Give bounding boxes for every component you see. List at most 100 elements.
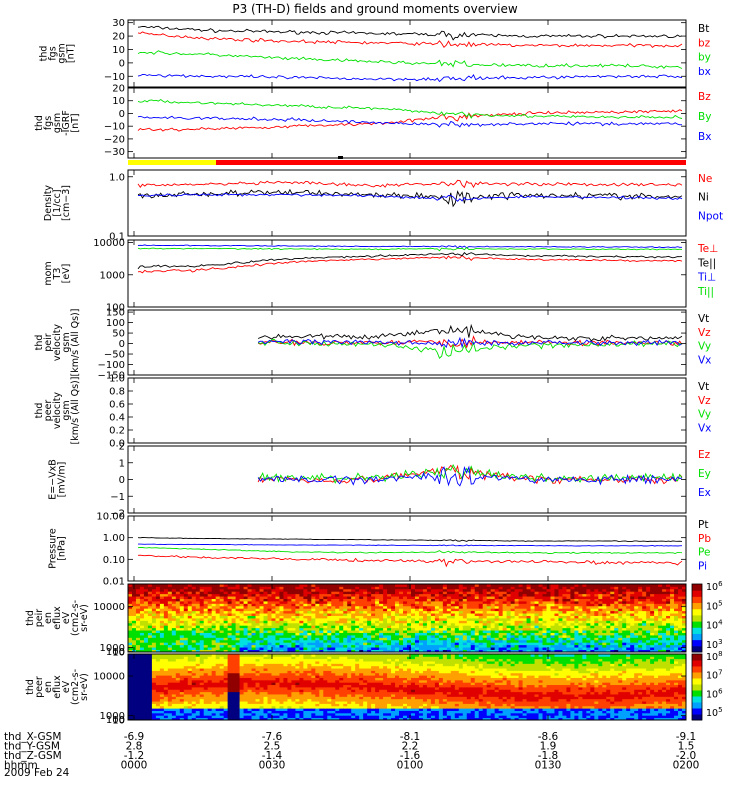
spectrogram-cell bbox=[498, 615, 504, 619]
spectrogram-cell bbox=[128, 618, 133, 621]
spectrogram-cell bbox=[674, 635, 679, 638]
spectrogram-cell bbox=[147, 608, 153, 612]
spectrogram-cell bbox=[414, 605, 420, 609]
spectrogram-cell bbox=[215, 637, 221, 641]
spectrogram-cell bbox=[383, 588, 388, 592]
spectrogram-cell bbox=[562, 603, 567, 607]
spectrogram-cell bbox=[215, 708, 221, 711]
spectrogram-cell bbox=[478, 598, 484, 602]
spectrogram-cell bbox=[203, 622, 209, 626]
spectrogram-cell bbox=[610, 586, 615, 590]
spectrogram-cell bbox=[582, 591, 587, 595]
spectrogram-cell bbox=[327, 608, 332, 612]
spectrogram-cell bbox=[462, 639, 468, 643]
spectrogram-cell bbox=[271, 605, 276, 609]
spectrogram-cell bbox=[578, 601, 583, 604]
spectrogram-cell bbox=[139, 672, 145, 676]
spectrogram-cell bbox=[331, 644, 336, 648]
spectrogram-cell bbox=[530, 601, 535, 604]
spectrogram-cell bbox=[662, 593, 667, 597]
spectrogram-cell bbox=[227, 656, 233, 660]
spectrogram-cell bbox=[458, 632, 464, 636]
spectrogram-cell bbox=[223, 632, 229, 636]
spectrogram-cell bbox=[418, 591, 424, 595]
spectrogram-cell bbox=[379, 596, 384, 599]
spectrogram-cell bbox=[502, 649, 508, 653]
spectrogram-cell bbox=[383, 642, 388, 646]
spectrogram-cell bbox=[506, 608, 512, 612]
spectrogram-cell bbox=[566, 644, 571, 648]
spectrogram-cell bbox=[251, 630, 256, 633]
spectrogram-cell bbox=[163, 586, 169, 590]
spectrogram-cell bbox=[434, 601, 440, 604]
spectrogram-cell bbox=[295, 627, 300, 631]
spectrogram-cell bbox=[379, 615, 384, 619]
spectrogram-cell bbox=[307, 591, 312, 595]
spectrogram-cell bbox=[446, 630, 452, 633]
spectrogram-cell bbox=[526, 603, 531, 607]
spectrogram-cell bbox=[143, 625, 149, 629]
spectrogram-cell bbox=[215, 593, 221, 597]
spectrogram-cell bbox=[470, 637, 476, 641]
spectrogram-cell bbox=[554, 649, 559, 653]
spectrogram-cell bbox=[410, 639, 416, 643]
spectrogram-cell bbox=[626, 596, 631, 599]
spectrogram-cell bbox=[235, 649, 240, 653]
spectrogram-cell bbox=[311, 618, 316, 621]
series-line-Vt bbox=[257, 323, 683, 342]
spectrogram-cell bbox=[654, 586, 659, 590]
spectrogram-cell bbox=[578, 588, 583, 592]
spectrogram-cell bbox=[199, 679, 205, 683]
spectrogram-cell bbox=[151, 615, 157, 619]
spectrogram-cell bbox=[610, 627, 615, 631]
spectrogram-cell bbox=[594, 584, 599, 587]
spectrogram-cell bbox=[522, 618, 527, 621]
spectrogram-cell bbox=[319, 639, 324, 643]
spectrogram-cell bbox=[359, 591, 364, 595]
spectrogram-cell bbox=[303, 618, 308, 621]
spectrogram-cell bbox=[674, 584, 679, 587]
spectrogram-cell bbox=[391, 618, 396, 621]
spectrogram-cell bbox=[167, 698, 173, 702]
spectrogram-cell bbox=[482, 608, 488, 612]
spectrogram-cell bbox=[163, 694, 169, 697]
spectrogram-cell bbox=[139, 647, 145, 650]
spectrogram-cell bbox=[403, 588, 408, 592]
spectrogram-cell bbox=[674, 603, 679, 607]
spectrogram-cell bbox=[147, 715, 153, 719]
spectrogram-cell bbox=[215, 698, 221, 702]
spectrogram-cell bbox=[598, 627, 603, 631]
spectrogram-cell bbox=[303, 608, 308, 612]
spectrogram-cell bbox=[430, 622, 436, 626]
spectrogram-cell bbox=[171, 701, 177, 704]
spectrogram-cell bbox=[379, 639, 384, 643]
spectrogram-cell bbox=[486, 603, 492, 607]
spectrogram-cell bbox=[606, 610, 611, 614]
spectrogram-cell bbox=[666, 615, 671, 619]
spectrogram-cell bbox=[466, 615, 472, 619]
spectrogram-cell bbox=[159, 598, 165, 602]
spectrogram-cell bbox=[195, 661, 201, 664]
spectrogram-cell bbox=[227, 675, 233, 678]
spectrogram-cell bbox=[550, 601, 555, 604]
spectrogram-cell bbox=[327, 591, 332, 595]
spectrogram-cell bbox=[183, 647, 189, 650]
spectrogram-cell bbox=[602, 639, 607, 643]
spectrogram-cell bbox=[550, 622, 555, 626]
spectrogram-cell bbox=[502, 586, 508, 590]
spectrogram-cell bbox=[167, 668, 173, 671]
spectrogram-cell bbox=[426, 618, 432, 621]
spectrogram-cell bbox=[187, 694, 193, 697]
spectrogram-cell bbox=[522, 630, 527, 633]
spectrogram-cell bbox=[466, 586, 472, 590]
y-tick-label: 10000 bbox=[93, 602, 125, 613]
spectrogram-cell bbox=[235, 622, 240, 626]
spectrogram-cell bbox=[251, 615, 256, 619]
spectrogram-cell bbox=[159, 698, 165, 702]
spectrogram-cell bbox=[399, 647, 404, 650]
spectrogram-cell bbox=[594, 613, 599, 616]
spectrogram-cell bbox=[159, 694, 165, 697]
spectrogram-cell bbox=[131, 598, 137, 602]
spectrogram-cell bbox=[199, 675, 205, 678]
spectrogram-cell bbox=[650, 618, 655, 621]
